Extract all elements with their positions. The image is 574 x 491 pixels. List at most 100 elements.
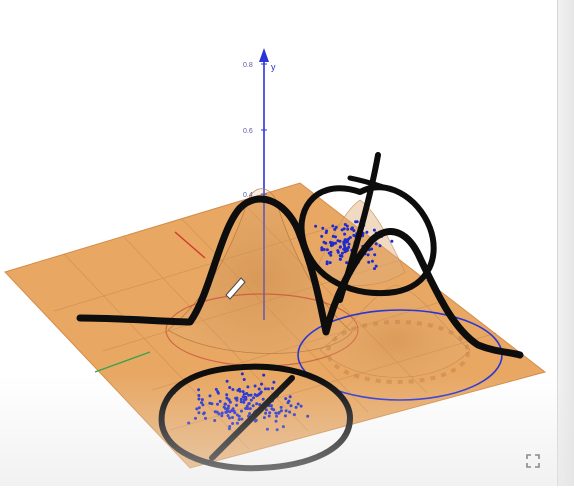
- scatter-point: [325, 248, 329, 252]
- scatter-point: [220, 411, 224, 415]
- scatter-point: [226, 406, 230, 410]
- scatter-point: [228, 425, 232, 428]
- y-tick-0-4: 0.4: [243, 192, 253, 199]
- scatter-point: [237, 418, 241, 421]
- ink-strike-upper-2: [347, 175, 395, 193]
- scatter-point: [345, 261, 349, 265]
- scatter-point: [373, 253, 377, 257]
- scatter-point: [299, 404, 303, 408]
- scatter-point: [228, 386, 232, 389]
- scatter-point: [272, 380, 276, 384]
- scatter-point: [374, 264, 378, 268]
- scatter-point: [348, 236, 352, 239]
- scatter-point: [343, 245, 347, 249]
- scatter-point: [345, 224, 349, 228]
- scatter-point: [245, 404, 249, 408]
- scatter-point: [325, 260, 329, 264]
- x-axis-green: [94, 351, 151, 373]
- scatter-point: [238, 389, 242, 393]
- scatter-point: [208, 394, 212, 398]
- scatter-point: [267, 414, 271, 418]
- scatter-point: [214, 387, 218, 391]
- scatter-point: [197, 388, 201, 392]
- scatter-point: [252, 396, 256, 400]
- scatter-point: [231, 416, 234, 419]
- scatter-point: [235, 413, 239, 417]
- scatter-point: [249, 393, 253, 397]
- scatter-point: [216, 402, 219, 406]
- scatter-point: [355, 220, 359, 224]
- scatter-point: [373, 267, 376, 271]
- fullscreen-icon: [526, 454, 540, 468]
- scatter-point: [274, 411, 278, 415]
- scatter-point: [233, 411, 237, 415]
- scatter-point: [225, 396, 229, 400]
- x-axis-red: [174, 231, 206, 259]
- scatter-point: [262, 373, 266, 377]
- scatter-point: [275, 428, 279, 432]
- scatter-point: [378, 244, 382, 248]
- scatter-point: [216, 391, 220, 395]
- scatter-point: [197, 397, 201, 401]
- scatter-point: [284, 397, 288, 401]
- scatter-point: [366, 253, 370, 257]
- scatter-point: [365, 230, 369, 234]
- fullscreen-button[interactable]: [520, 448, 546, 474]
- scatter-point: [242, 378, 246, 381]
- scatter-point: [228, 400, 232, 404]
- scatter-point: [197, 394, 201, 397]
- scatter-point: [248, 407, 252, 411]
- scatter-point: [370, 247, 374, 251]
- scatter-point: [213, 419, 217, 422]
- pen-cursor-icon: [225, 277, 246, 300]
- vertical-scrollbar[interactable]: [557, 0, 574, 486]
- scatter-point: [340, 254, 344, 258]
- scatter-point: [275, 414, 279, 418]
- scatter-point: [240, 417, 244, 421]
- scatter-point: [370, 259, 374, 263]
- scatter-point: [324, 231, 328, 235]
- scatter-point: [253, 393, 257, 397]
- scatter-point: [235, 403, 238, 407]
- scatter-point: [320, 234, 324, 238]
- scatter-point: [255, 402, 259, 406]
- scatter-point: [222, 405, 226, 409]
- scatter-point: [246, 385, 250, 389]
- scatter-point: [231, 388, 235, 391]
- scatter-point: [331, 224, 335, 228]
- scatter-point: [374, 242, 378, 246]
- scatter-point: [284, 409, 288, 413]
- scatter-point: [253, 419, 257, 423]
- scatter-point: [240, 409, 243, 413]
- scatter-point: [261, 397, 265, 401]
- scatter-point: [259, 390, 263, 394]
- scatter-point: [268, 411, 272, 415]
- scatter-point: [342, 227, 346, 231]
- y-tick-0-8: 0.8: [243, 62, 253, 69]
- scatter-point: [331, 234, 335, 238]
- scatter-point: [336, 239, 340, 243]
- scatter-point: [306, 414, 310, 418]
- scatter-point: [287, 399, 291, 403]
- scatter-point: [251, 404, 255, 408]
- scatter-point: [218, 399, 222, 403]
- scatter-point: [288, 410, 292, 414]
- scatter-point: [224, 410, 228, 414]
- scatter-point: [215, 410, 219, 414]
- scatter-point: [390, 239, 394, 243]
- scatter-point: [200, 398, 204, 402]
- scatter-point: [247, 402, 251, 405]
- scatter-point: [283, 414, 287, 418]
- scatter-point: [338, 257, 342, 261]
- bell-surface-main: [167, 188, 353, 354]
- scatter-point: [327, 251, 331, 255]
- scatter-point: [334, 225, 338, 229]
- scatter-point: [257, 387, 261, 391]
- scatter-point: [197, 411, 201, 415]
- scatter-point: [274, 419, 278, 423]
- scatter-point: [343, 232, 347, 236]
- scatter-point: [201, 403, 205, 407]
- scatter-point: [262, 416, 266, 420]
- scatter-point: [288, 395, 292, 399]
